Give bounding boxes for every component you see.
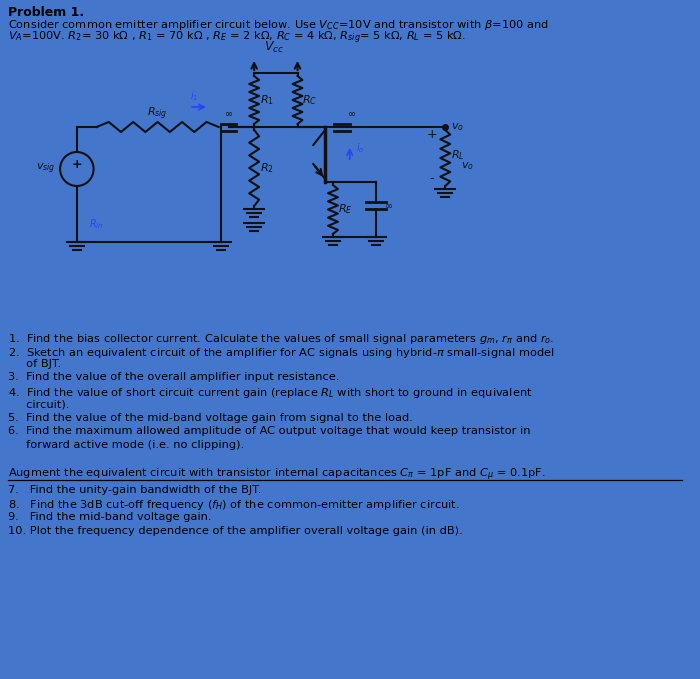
Text: $v_{sig}$: $v_{sig}$ bbox=[36, 162, 55, 176]
Text: Consider common emitter amplifier circuit below. Use $V_{CC}$=10V and transistor: Consider common emitter amplifier circui… bbox=[8, 18, 549, 32]
Text: 2.  Sketch an equivalent circuit of the amplifier for AC signals using hybrid-$\: 2. Sketch an equivalent circuit of the a… bbox=[8, 346, 554, 359]
Text: 9.   Find the mid-band voltage gain.: 9. Find the mid-band voltage gain. bbox=[8, 512, 211, 522]
Text: forward active mode (i.e. no clipping).: forward active mode (i.e. no clipping). bbox=[8, 440, 244, 450]
Text: $V_A$=100V. $R_2$= 30 k$\Omega$ , $R_1$ = 70 k$\Omega$ , $R_E$ = 2 k$\Omega$, $R: $V_A$=100V. $R_2$= 30 k$\Omega$ , $R_1$ … bbox=[8, 30, 466, 46]
Text: $R_E$: $R_E$ bbox=[338, 202, 353, 217]
Text: $v_o$: $v_o$ bbox=[461, 160, 474, 172]
Text: 3.  Find the value of the overall amplifier input resistance.: 3. Find the value of the overall amplifi… bbox=[8, 373, 340, 382]
Text: circuit).: circuit). bbox=[8, 399, 69, 409]
Text: $R_L$: $R_L$ bbox=[452, 148, 465, 162]
Text: 10. Plot the frequency dependence of the amplifier overall voltage gain (in dB).: 10. Plot the frequency dependence of the… bbox=[8, 526, 463, 536]
Text: $R_{sig}$: $R_{sig}$ bbox=[147, 106, 168, 122]
Text: $R_1$: $R_1$ bbox=[260, 93, 274, 107]
Text: -: - bbox=[429, 172, 434, 185]
Text: $i_1$: $i_1$ bbox=[190, 89, 198, 103]
Text: $\infty$: $\infty$ bbox=[346, 108, 356, 118]
Text: $\infty$: $\infty$ bbox=[224, 108, 233, 118]
Text: +: + bbox=[71, 158, 82, 170]
Text: $R_2$: $R_2$ bbox=[260, 161, 274, 175]
Text: $R_C$: $R_C$ bbox=[302, 93, 318, 107]
Text: 5.  Find the value of the mid-band voltage gain from signal to the load.: 5. Find the value of the mid-band voltag… bbox=[8, 413, 413, 423]
Text: Problem 1.: Problem 1. bbox=[8, 6, 84, 19]
Text: 4.  Find the value of short circuit current gain (replace $R_L$ with short to gr: 4. Find the value of short circuit curre… bbox=[8, 386, 532, 400]
Text: 7.   Find the unity-gain bandwidth of the BJT.: 7. Find the unity-gain bandwidth of the … bbox=[8, 485, 261, 495]
Text: $i_o$: $i_o$ bbox=[356, 141, 364, 155]
Text: 1.  Find the bias collector current. Calculate the values of small signal parame: 1. Find the bias collector current. Calc… bbox=[8, 332, 554, 346]
Text: 6.  Find the maximum allowed amplitude of AC output voltage that would keep tran: 6. Find the maximum allowed amplitude of… bbox=[8, 426, 531, 437]
Text: $V_{cc}$: $V_{cc}$ bbox=[264, 40, 284, 55]
Text: $\infty$: $\infty$ bbox=[384, 200, 393, 210]
Text: $R_{in}$: $R_{in}$ bbox=[89, 217, 103, 231]
Text: +: + bbox=[426, 128, 437, 141]
Text: 8.   Find the 3dB cut-off frequency ($f_H$) of the common-emitter amplifier circ: 8. Find the 3dB cut-off frequency ($f_H$… bbox=[8, 498, 459, 513]
Text: of BJT.: of BJT. bbox=[8, 359, 61, 369]
Text: $v_o$: $v_o$ bbox=[452, 121, 464, 133]
Text: Augment the equivalent circuit with transistor internal capacitances $C_{\pi}$ =: Augment the equivalent circuit with tran… bbox=[8, 467, 545, 483]
